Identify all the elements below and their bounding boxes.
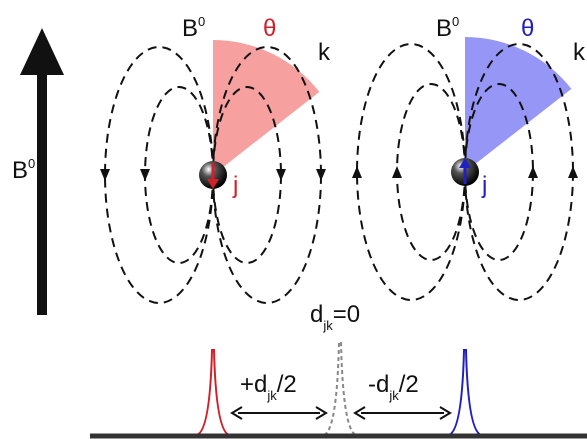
- center-peak-label: djk=0: [310, 301, 360, 333]
- diagram: B0 B0 θ k j B0 θ k j djk=0 +djk/2 -djk/2: [0, 0, 587, 439]
- right-angle-label: θ: [521, 15, 534, 42]
- label-base: d: [310, 301, 323, 328]
- label-rest: /2: [399, 371, 419, 398]
- right-field-line: [357, 44, 465, 300]
- label-sub: jk: [388, 388, 399, 403]
- label-sup: 0: [28, 156, 35, 171]
- left-field-line: [105, 47, 213, 303]
- shapes: [20, 28, 587, 436]
- right-field-arrowhead: [352, 166, 362, 178]
- right-field-arrowhead: [568, 166, 578, 178]
- minus-shift-label: -djk/2: [368, 371, 419, 403]
- left-field-arrowhead: [100, 169, 110, 181]
- label-rest: =0: [333, 301, 360, 328]
- plus-shift-label: +djk/2: [240, 371, 297, 403]
- left-field-label: B0: [182, 14, 205, 42]
- label-sub: jk: [322, 318, 333, 333]
- label-base: -d: [368, 371, 389, 398]
- right-spin-label: j: [481, 172, 487, 199]
- left-field-arrowhead: [316, 169, 326, 181]
- left-field-arrowhead: [276, 169, 286, 181]
- right-field-arrowhead: [528, 166, 538, 178]
- label-base: B: [182, 15, 198, 42]
- label-sup: 0: [452, 14, 459, 29]
- field-axis-label: B0: [12, 156, 35, 184]
- reference-peak: [324, 342, 356, 435]
- left-angle-label: θ: [263, 15, 276, 42]
- label-base: B: [12, 157, 28, 184]
- label-base: B: [436, 15, 452, 42]
- right-k-label: k: [573, 39, 586, 66]
- left-field-arrowhead: [140, 169, 150, 181]
- field-arrow-head: [20, 28, 64, 75]
- label-sub: jk: [266, 388, 277, 403]
- right-field-arrowhead: [392, 166, 402, 178]
- label-rest: /2: [277, 371, 297, 398]
- label-base: +d: [240, 371, 267, 398]
- page: {"labels": { "field_axis": {"base": "B",…: [0, 0, 587, 439]
- left-spin-label: j: [232, 172, 238, 199]
- right-cone: [465, 37, 571, 172]
- blue-peak: [449, 350, 481, 435]
- label-sup: 0: [198, 14, 205, 29]
- red-peak: [197, 350, 229, 435]
- left-k-label: k: [318, 39, 331, 66]
- left-cone: [213, 40, 319, 175]
- right-field-label: B0: [436, 14, 459, 42]
